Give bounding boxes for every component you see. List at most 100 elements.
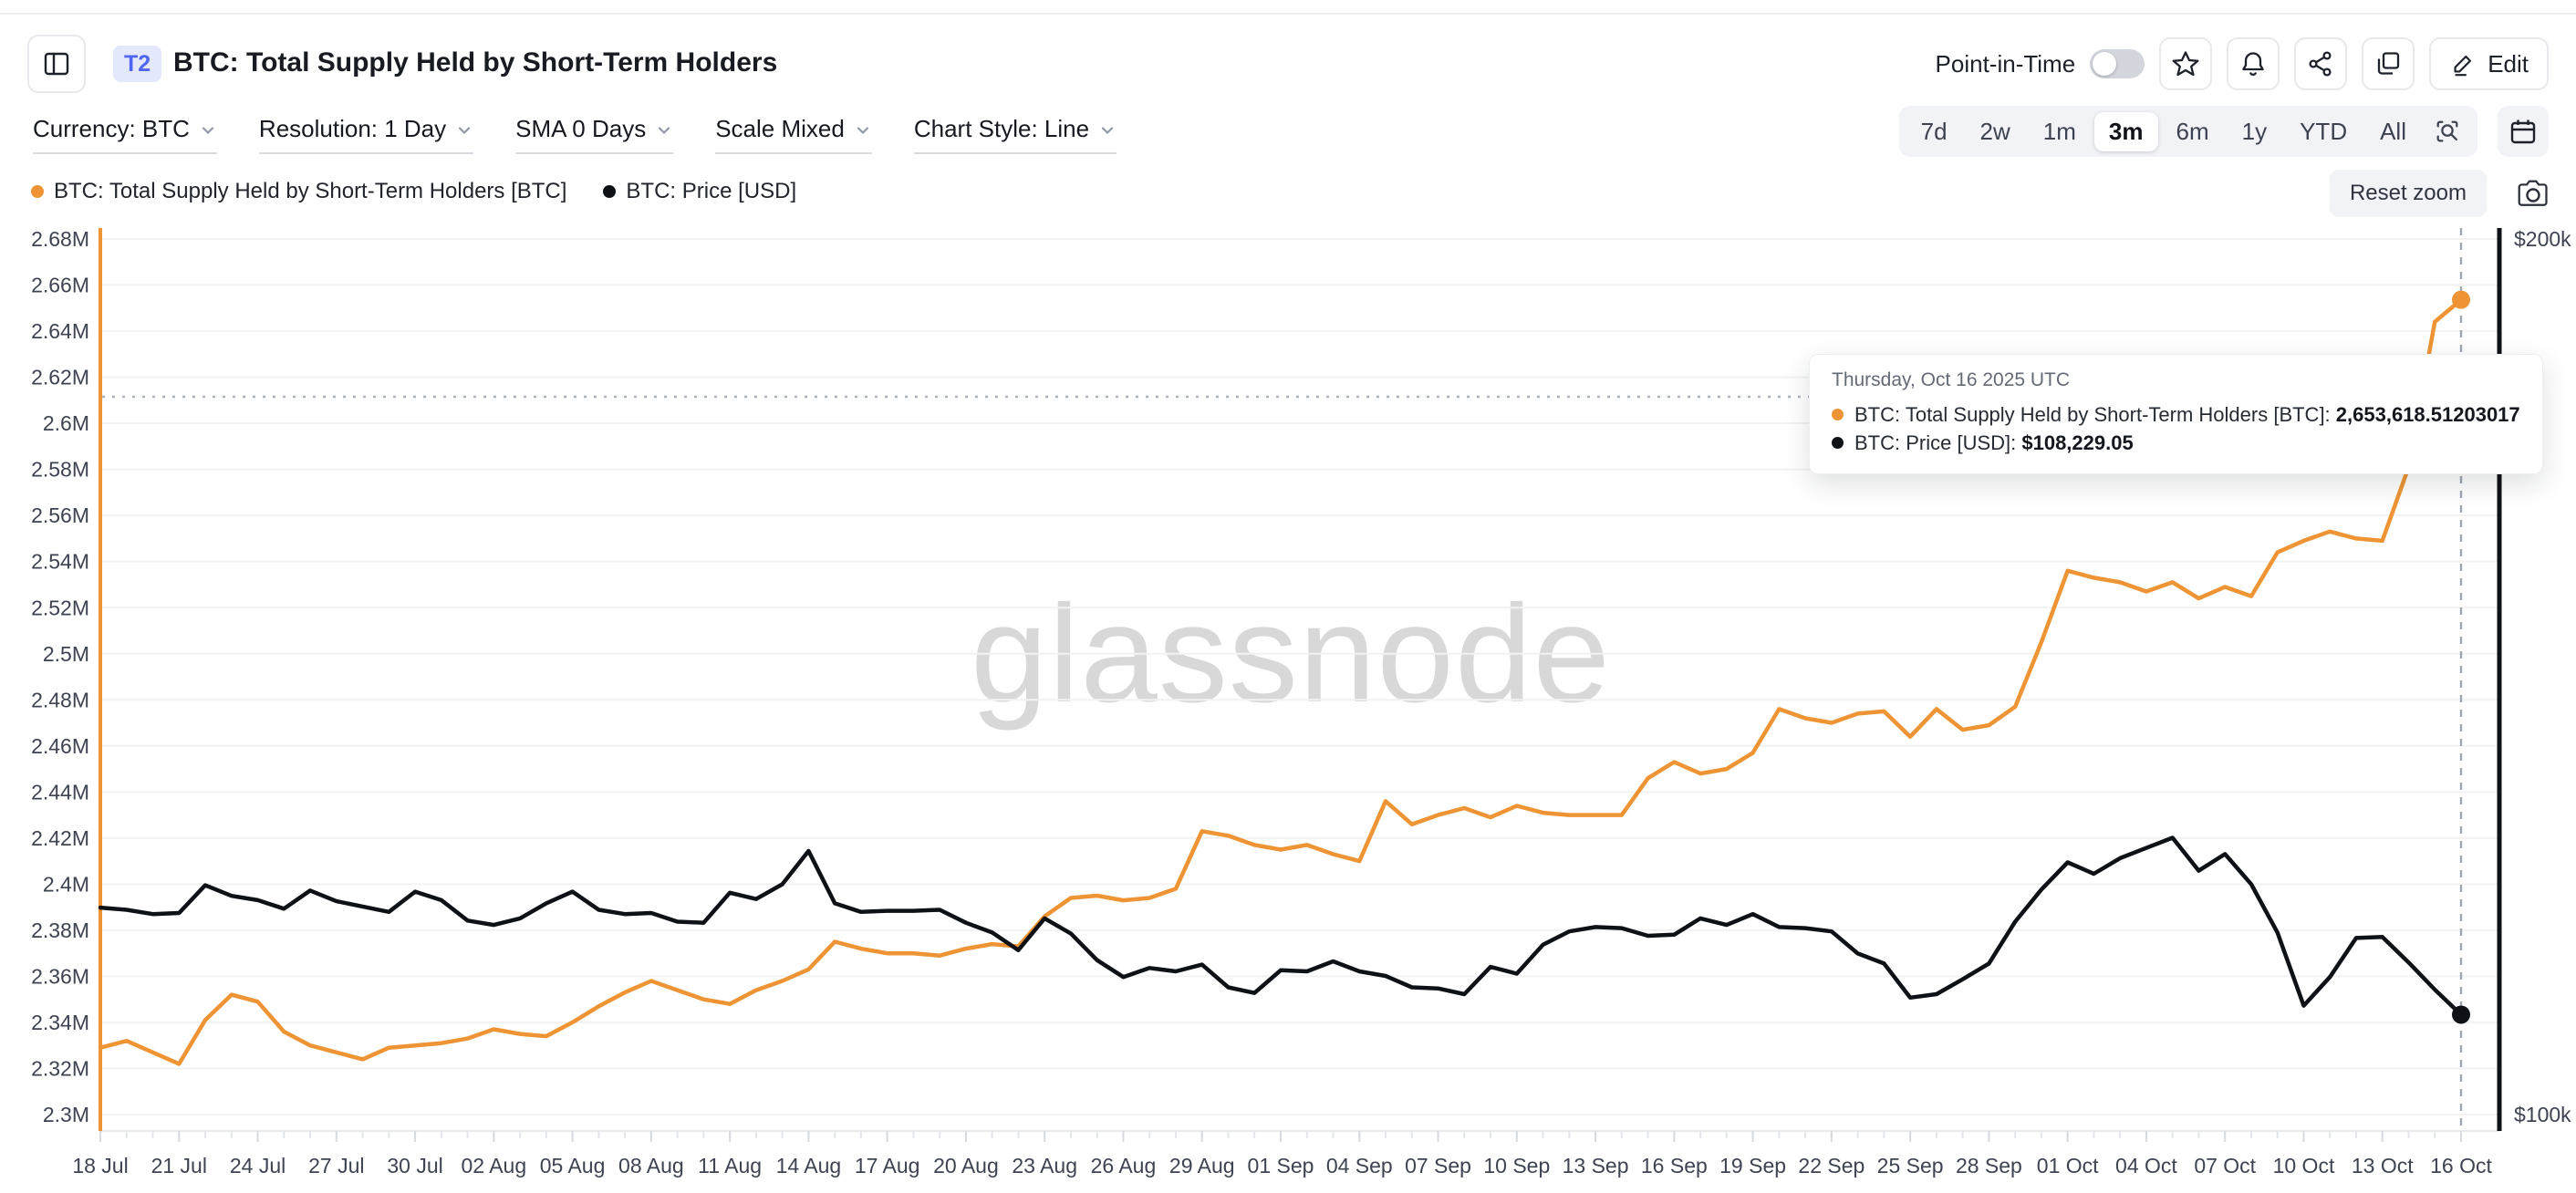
x-tick-label: 20 Aug xyxy=(933,1154,999,1177)
legend-item[interactable]: BTC: Price [USD] xyxy=(603,179,796,204)
range-option-1y[interactable]: 1y xyxy=(2241,117,2268,145)
y-right-tick-label: $200k xyxy=(2514,227,2571,251)
x-tick-label: 25 Sep xyxy=(1877,1154,1944,1177)
tooltip-series-dot xyxy=(1832,437,1844,449)
dropdown-label: Scale Mixed xyxy=(715,115,845,142)
y-left-tick-label: 2.48M xyxy=(31,688,89,711)
tooltip-series-dot xyxy=(1832,409,1844,420)
calendar-icon xyxy=(2503,117,2543,146)
panel-left-icon xyxy=(42,49,71,78)
y-left-tick-label: 2.62M xyxy=(31,366,89,389)
star-icon xyxy=(2171,49,2200,78)
chevron-down-icon xyxy=(659,126,670,134)
x-tick-label: 24 Jul xyxy=(230,1154,286,1177)
dropdown-chart-style[interactable]: Chart Style: Line xyxy=(913,115,1117,154)
x-tick-label: 13 Sep xyxy=(1563,1154,1629,1177)
calendar-button[interactable] xyxy=(2498,106,2549,157)
x-tick-label: 18 Jul xyxy=(72,1154,128,1177)
legend-dot xyxy=(31,185,44,198)
tooltip-series-label: BTC: Price [USD]: $108,229.05 xyxy=(1854,431,2134,454)
sidebar-toggle-button[interactable] xyxy=(27,35,86,93)
legend-label: BTC: Price [USD] xyxy=(626,179,797,203)
pencil-icon xyxy=(2449,50,2477,78)
favorite-button[interactable] xyxy=(2159,37,2213,90)
x-tick-label: 07 Oct xyxy=(2194,1154,2256,1177)
supply-series-end-dot xyxy=(2452,290,2470,309)
chevron-down-icon xyxy=(459,126,471,134)
x-tick-label: 04 Sep xyxy=(1326,1154,1393,1177)
share-icon xyxy=(2306,49,2335,78)
y-left-tick-label: 2.5M xyxy=(43,642,89,666)
range-option-7d[interactable]: 7d xyxy=(1920,117,1948,145)
y-left-tick-label: 2.56M xyxy=(31,503,89,527)
zoom-area-button[interactable] xyxy=(2425,112,2470,150)
y-right-tick-label: $100k xyxy=(2514,1103,2571,1126)
x-tick-label: 19 Sep xyxy=(1719,1154,1786,1177)
dropdown-currency[interactable]: Currency: BTC xyxy=(33,115,217,154)
chevron-down-icon xyxy=(1101,126,1114,134)
chart-settings-toolbar: Currency: BTC Resolution: 1 Day SMA 0 Days… xyxy=(33,115,1117,154)
toggle-knob xyxy=(2093,52,2117,76)
legend-dot xyxy=(603,185,617,198)
chevron-down-icon xyxy=(202,126,214,134)
dropdown-scale-mixed[interactable]: Scale Mixed xyxy=(715,115,872,154)
duplicate-button[interactable] xyxy=(2362,37,2415,90)
y-left-tick-label: 2.36M xyxy=(31,964,89,988)
y-left-tick-label: 2.54M xyxy=(31,550,89,574)
copy-icon xyxy=(2373,49,2403,78)
chart-tooltip: Thursday, Oct 16 2025 UTC BTC: Total Sup… xyxy=(1809,354,2543,474)
y-left-tick-label: 2.46M xyxy=(31,734,89,758)
tooltip-series-value: 2,653,618.51203017 xyxy=(2335,403,2520,426)
y-left-tick-label: 2.44M xyxy=(31,780,89,804)
range-option-3m[interactable]: 3m xyxy=(2093,111,2158,151)
x-tick-label: 04 Oct xyxy=(2115,1154,2177,1177)
range-option-2w[interactable]: 2w xyxy=(1979,117,2010,145)
edit-button-label: Edit xyxy=(2488,49,2529,78)
y-left-tick-label: 2.66M xyxy=(31,274,89,297)
price-series-end-dot xyxy=(2452,1005,2470,1024)
dropdown-label: Chart Style: Line xyxy=(913,115,1090,142)
x-tick-label: 16 Oct xyxy=(2430,1154,2492,1177)
y-left-tick-label: 2.58M xyxy=(31,458,89,482)
y-left-tick-label: 2.52M xyxy=(31,596,89,619)
dropdown-label: Currency: BTC xyxy=(33,115,190,142)
x-tick-label: 27 Jul xyxy=(308,1154,364,1177)
range-option-1m[interactable]: 1m xyxy=(2042,117,2076,145)
point-in-time-label: Point-in-Time xyxy=(1935,49,2076,78)
x-tick-label: 08 Aug xyxy=(618,1154,684,1177)
legend-label: BTC: Total Supply Held by Short-Term Hol… xyxy=(54,179,567,203)
y-left-tick-label: 2.3M xyxy=(43,1103,89,1126)
y-left-tick-label: 2.42M xyxy=(31,826,89,850)
x-tick-label: 21 Jul xyxy=(151,1154,207,1177)
supply-series-line xyxy=(98,297,2464,1066)
share-button[interactable] xyxy=(2294,37,2348,90)
x-tick-label: 11 Aug xyxy=(698,1154,762,1177)
range-option-all[interactable]: All xyxy=(2380,117,2406,145)
edit-button[interactable]: Edit xyxy=(2429,37,2549,90)
x-tick-label: 01 Sep xyxy=(1248,1154,1314,1177)
reset-zoom-button[interactable]: Reset zoom xyxy=(2329,170,2487,217)
x-tick-label: 29 Aug xyxy=(1169,1154,1235,1177)
dropdown-sma-0-days[interactable]: SMA 0 Days xyxy=(515,115,674,154)
chevron-down-icon xyxy=(857,126,868,134)
time-range-selector: 7d 2w 1m 3m 6m 1y YTD All xyxy=(1898,106,2477,157)
chart-legend: BTC: Total Supply Held by Short-Term Hol… xyxy=(31,179,796,204)
screenshot-button[interactable] xyxy=(2510,177,2556,210)
x-tick-label: 10 Oct xyxy=(2273,1154,2335,1177)
dropdown-label: Resolution: 1 Day xyxy=(258,115,447,142)
x-tick-label: 30 Jul xyxy=(387,1154,442,1177)
range-option-6m[interactable]: 6m xyxy=(2176,117,2209,145)
legend-item[interactable]: BTC: Total Supply Held by Short-Term Hol… xyxy=(31,179,566,204)
alert-button[interactable] xyxy=(2227,37,2280,90)
tooltip-row: BTC: Price [USD]: $108,229.05 xyxy=(1832,429,2520,457)
range-option-ytd[interactable]: YTD xyxy=(2300,117,2348,145)
point-in-time-toggle[interactable] xyxy=(2090,49,2145,78)
x-tick-label: 14 Aug xyxy=(776,1154,842,1177)
x-tick-label: 01 Oct xyxy=(2037,1154,2099,1177)
x-tick-label: 16 Sep xyxy=(1641,1154,1708,1177)
x-tick-label: 10 Sep xyxy=(1483,1154,1550,1177)
dropdown-resolution[interactable]: Resolution: 1 Day xyxy=(258,115,474,154)
price-series-line xyxy=(98,835,2464,1017)
x-tick-label: 28 Sep xyxy=(1956,1154,2022,1177)
